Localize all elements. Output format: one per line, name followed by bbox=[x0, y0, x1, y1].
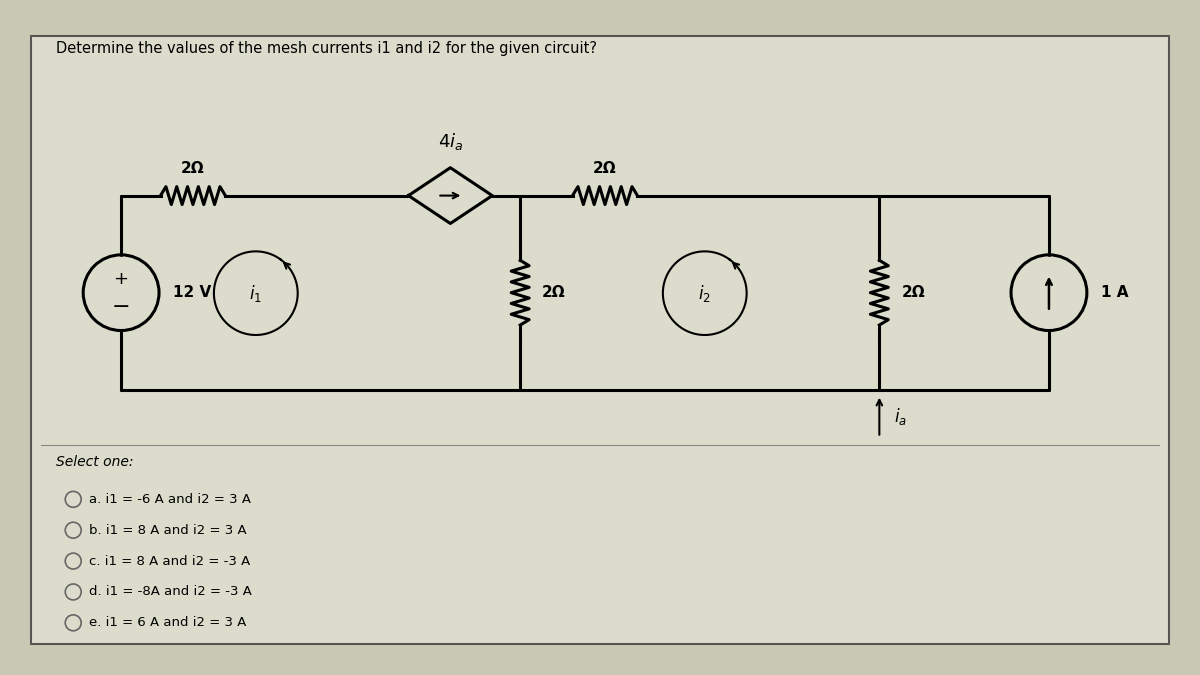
Text: $i_1$: $i_1$ bbox=[250, 283, 263, 304]
Text: e. i1 = 6 A and i2 = 3 A: e. i1 = 6 A and i2 = 3 A bbox=[89, 616, 246, 629]
Text: 2Ω: 2Ω bbox=[593, 161, 617, 176]
Text: d. i1 = -8A and i2 = -3 A: d. i1 = -8A and i2 = -3 A bbox=[89, 585, 252, 599]
Text: 12 V: 12 V bbox=[173, 285, 211, 300]
Text: 2Ω: 2Ω bbox=[181, 161, 205, 176]
Text: −: − bbox=[112, 296, 131, 317]
Text: 2Ω: 2Ω bbox=[901, 285, 925, 300]
Text: 1 A: 1 A bbox=[1100, 285, 1128, 300]
Text: Select one:: Select one: bbox=[56, 456, 133, 470]
Text: $4i_a$: $4i_a$ bbox=[438, 131, 463, 152]
Text: c. i1 = 8 A and i2 = -3 A: c. i1 = 8 A and i2 = -3 A bbox=[89, 555, 251, 568]
Text: $i_a$: $i_a$ bbox=[894, 406, 907, 427]
Text: 2Ω: 2Ω bbox=[542, 285, 565, 300]
Text: +: + bbox=[114, 270, 128, 288]
Text: Determine the values of the mesh currents i1 and i2 for the given circuit?: Determine the values of the mesh current… bbox=[56, 40, 598, 56]
Text: $i_2$: $i_2$ bbox=[698, 283, 712, 304]
FancyBboxPatch shape bbox=[31, 36, 1169, 644]
Text: b. i1 = 8 A and i2 = 3 A: b. i1 = 8 A and i2 = 3 A bbox=[89, 524, 247, 537]
Text: a. i1 = -6 A and i2 = 3 A: a. i1 = -6 A and i2 = 3 A bbox=[89, 493, 251, 506]
